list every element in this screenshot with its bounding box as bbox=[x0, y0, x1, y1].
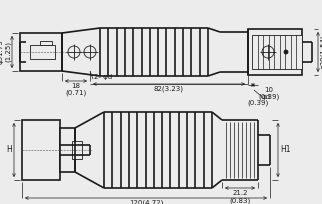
Text: 2- φd: 2- φd bbox=[94, 74, 112, 80]
Bar bbox=[30, 45, 55, 59]
Text: (0.39): (0.39) bbox=[247, 100, 269, 106]
Text: H1: H1 bbox=[280, 145, 290, 154]
Text: H: H bbox=[6, 145, 12, 154]
Text: φ39(1.54): φ39(1.54) bbox=[320, 35, 322, 69]
Bar bbox=[72, 141, 82, 159]
Text: 18
(0.71): 18 (0.71) bbox=[65, 83, 87, 96]
Text: 120(4.72): 120(4.72) bbox=[129, 200, 163, 204]
Circle shape bbox=[284, 50, 288, 54]
Text: 82(3.23): 82(3.23) bbox=[154, 86, 184, 92]
Text: φ31.75
(1.25): φ31.75 (1.25) bbox=[0, 40, 11, 64]
Bar bbox=[248, 29, 302, 75]
Bar bbox=[20, 33, 62, 71]
Bar bbox=[40, 41, 52, 45]
Text: φd: φd bbox=[262, 94, 271, 100]
Bar bbox=[22, 120, 60, 180]
Text: 10
(0.39): 10 (0.39) bbox=[258, 87, 279, 101]
Bar bbox=[60, 128, 75, 172]
Text: 21.2
(0.83): 21.2 (0.83) bbox=[229, 190, 251, 204]
Bar bbox=[252, 35, 302, 69]
